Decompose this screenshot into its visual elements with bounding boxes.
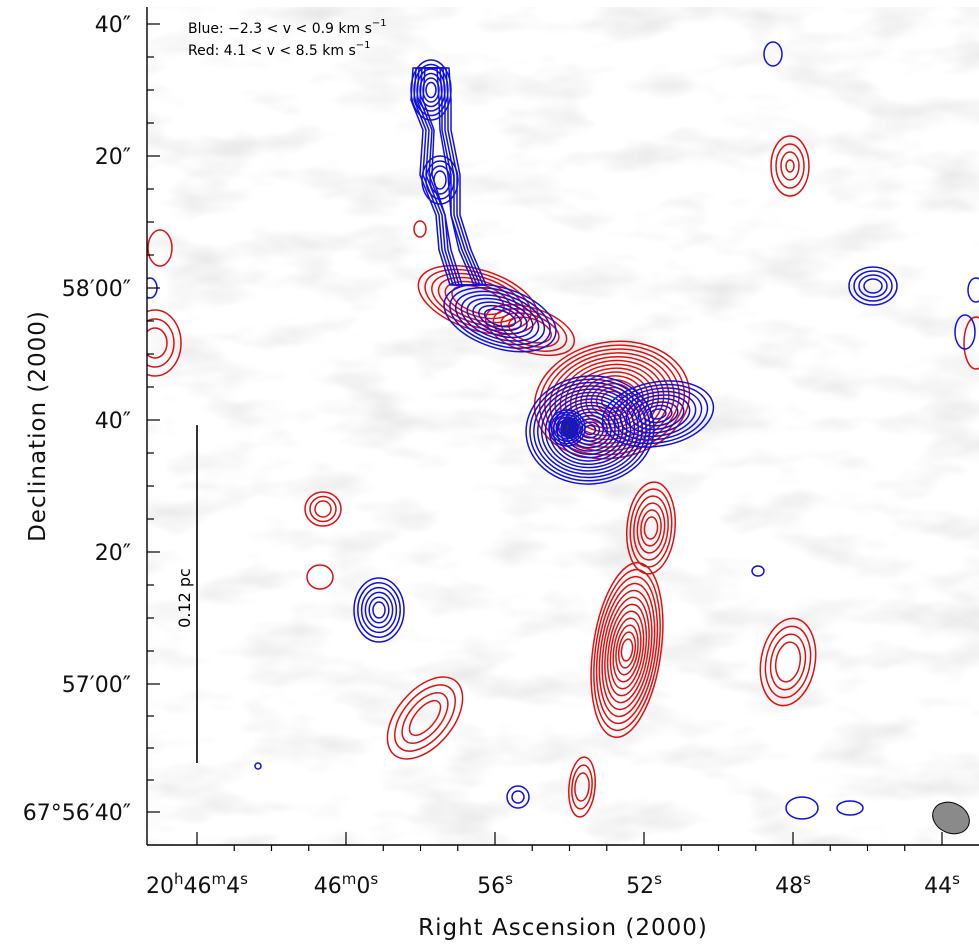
legend-blue: Blue: −2.3 < v < 0.9 km s−1 xyxy=(188,18,387,37)
y-tick-label: 20″ xyxy=(95,541,131,566)
beam-ellipse xyxy=(932,801,970,835)
y-tick-label: 58′00″ xyxy=(62,277,131,302)
x-tick-label: 48s xyxy=(775,870,811,899)
legend: Blue: −2.3 < v < 0.9 km s−1 Red: 4.1 < v … xyxy=(188,18,387,59)
x-tick-label: 56s xyxy=(477,870,513,899)
y-tick-label: 20″ xyxy=(95,145,131,170)
x-tick-label: 20h46m4s xyxy=(146,870,248,899)
y-tick-label: 40″ xyxy=(95,409,131,434)
y-axis-title: Declination (2000) xyxy=(25,310,51,542)
x-tick-labels: 20h46m4s 46m0s 56s 52s 48s 44s xyxy=(146,870,960,899)
axes-frame xyxy=(146,7,979,846)
y-tick-label: 67°56′40″ xyxy=(23,801,131,826)
axis-ticks xyxy=(147,23,943,851)
legend-red: Red: 4.1 < v < 8.5 km s−1 xyxy=(188,40,371,59)
x-tick-label: 44s xyxy=(924,870,960,899)
y-tick-label: 57′00″ xyxy=(62,673,131,698)
x-tick-label: 52s xyxy=(626,870,662,899)
x-axis-title: Right Ascension (2000) xyxy=(418,915,708,941)
scale-bar-label: 0.12 pc xyxy=(175,568,194,628)
x-tick-label: 46m0s xyxy=(314,870,379,899)
blue-contours xyxy=(147,41,979,820)
y-tick-labels: 40″ 20″ 58′00″ 40″ 20″ 57′00″ 67°56′40″ xyxy=(23,13,131,826)
y-tick-label: 40″ xyxy=(95,13,131,38)
